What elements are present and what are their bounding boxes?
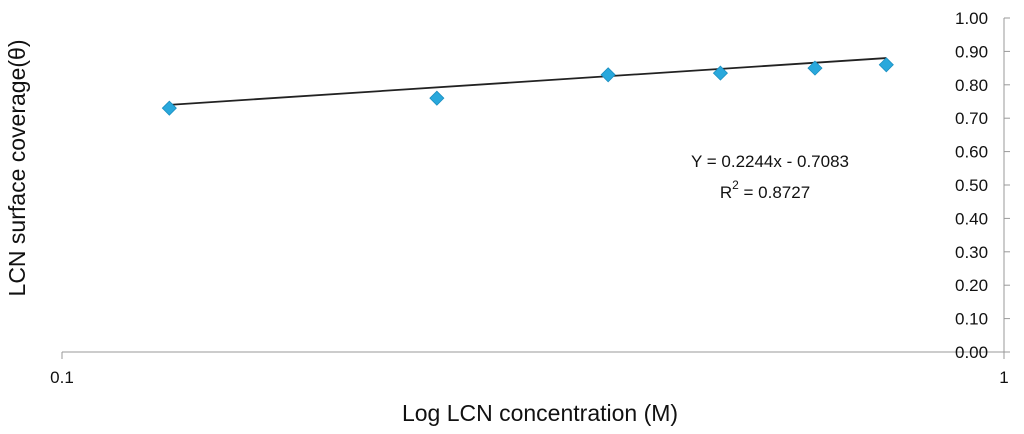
r-squared-superscript: 2 [732, 178, 739, 192]
y-tick-label: 0.30 [955, 243, 988, 262]
axes [61, 17, 1010, 359]
y-tick-labels: 0.00 0.10 0.20 0.30 0.40 0.50 0.60 0.70 0.80 0.90… [955, 9, 988, 362]
data-point [712, 65, 728, 81]
y-tick-label: 0.90 [955, 42, 988, 61]
y-tick-label: 0.80 [955, 76, 988, 95]
data-point [600, 67, 616, 83]
y-tick-label: 0.20 [955, 276, 988, 295]
trendline-group [169, 57, 887, 106]
r-squared-prefix: R [720, 183, 732, 202]
x-tick-label: 1 [999, 368, 1008, 387]
data-point [429, 90, 445, 106]
data-point [807, 60, 823, 76]
y-tick-label: 0.60 [955, 143, 988, 162]
y-tick-label: 0.40 [955, 209, 988, 228]
y-tick-label: 0.00 [955, 343, 988, 362]
y-tick-label: 0.50 [955, 176, 988, 195]
x-tick-labels: 0.1 1 [50, 368, 1009, 387]
r-squared-label: R2 = 0.8727 [720, 178, 810, 202]
y-tick-label: 0.70 [955, 109, 988, 128]
y-tick-label: 0.10 [955, 310, 988, 329]
x-axis-title: Log LCN concentration (M) [402, 400, 678, 426]
data-point [161, 100, 177, 116]
r-squared-value: = 0.8727 [739, 183, 810, 202]
x-tick-label: 0.1 [50, 368, 74, 387]
y-axis-title: LCN surface coverage(θ) [4, 40, 30, 297]
trendline [169, 57, 887, 106]
data-points [161, 57, 894, 116]
regression-equation: Y = 0.2244x - 0.7083 [691, 152, 849, 171]
y-tick-label: 1.00 [955, 9, 988, 28]
data-point [878, 57, 894, 73]
